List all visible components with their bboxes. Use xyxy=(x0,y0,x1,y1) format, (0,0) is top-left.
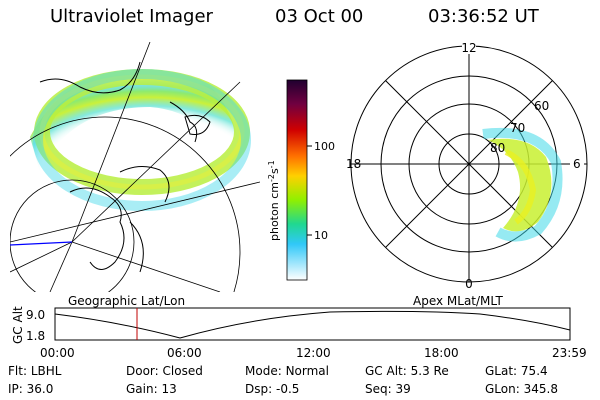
polar-mlat-mlt-panel: 12 18 6 0 60 70 80 xyxy=(346,42,588,291)
y-tick-9: 9.0 xyxy=(26,308,45,322)
mlt-label-18: 18 xyxy=(346,157,361,171)
lat-lon-grid xyxy=(10,42,260,292)
gain-field: Gain: 13 xyxy=(126,382,177,396)
x-tick-1200: 12:00 xyxy=(296,346,331,360)
mlt-label-0: 0 xyxy=(465,277,473,291)
mlat-label-60: 60 xyxy=(534,99,549,113)
geographic-image-panel xyxy=(10,42,260,292)
image-date: 03 Oct 00 xyxy=(275,6,364,27)
colorbar-tick-100: 100 xyxy=(314,140,335,153)
altitude-curve xyxy=(54,310,571,339)
mode-field: Mode: Normal xyxy=(245,364,329,378)
mlt-label-12: 12 xyxy=(461,42,476,55)
aurora-oval-polar xyxy=(488,138,552,232)
altitude-plot-frame xyxy=(54,307,571,341)
ip-field: IP: 36.0 xyxy=(8,382,54,396)
apex-caption: Apex MLat/MLT xyxy=(413,294,503,308)
glat-field: GLat: 75.4 xyxy=(485,364,548,378)
coastline xyxy=(39,61,211,273)
mlt-label-6: 6 xyxy=(573,157,581,171)
mlat-label-70: 70 xyxy=(510,121,525,135)
gc-alt-field: GC Alt: 5.3 Re xyxy=(365,364,449,378)
mlat-label-80: 80 xyxy=(490,141,505,155)
x-tick-1800: 18:00 xyxy=(424,346,459,360)
colorbar-unit-label: photon cm-2s-1 xyxy=(267,160,281,241)
app-title: Ultraviolet Imager xyxy=(50,6,213,27)
gc-alt-axis-label: GC Alt xyxy=(11,306,25,344)
glon-field: GLon: 345.8 xyxy=(485,382,558,396)
x-tick-0000: 00:00 xyxy=(40,346,75,360)
x-tick-2359: 23:59 xyxy=(552,346,587,360)
colorbar-tick-10: 10 xyxy=(314,229,328,242)
blue-reference-line xyxy=(10,241,73,246)
colorbar-gradient xyxy=(286,79,308,281)
seq-field: Seq: 39 xyxy=(365,382,411,396)
dsp-field: Dsp: -0.5 xyxy=(245,382,300,396)
intensity-colorbar: 100 10 photon cm-2s-1 xyxy=(267,79,335,281)
door-field: Door: Closed xyxy=(126,364,203,378)
x-tick-0600: 06:00 xyxy=(167,346,202,360)
geographic-caption: Geographic Lat/Lon xyxy=(68,294,186,308)
altitude-plot: GC Alt 9.0 1.8 00:00 06:00 12:00 18:00 2… xyxy=(11,306,587,360)
filter-field: Flt: LBHL xyxy=(8,364,62,378)
image-time: 03:36:52 UT xyxy=(428,6,539,27)
y-tick-1-8: 1.8 xyxy=(26,329,45,343)
